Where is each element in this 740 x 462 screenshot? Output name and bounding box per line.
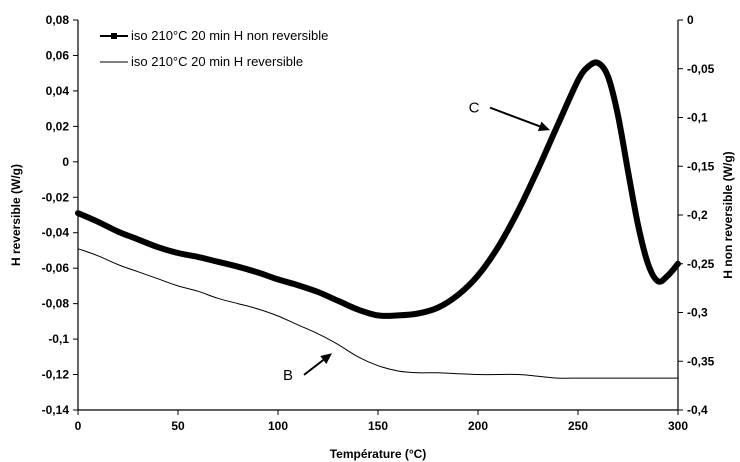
y-left-axis-label: H reversible (W/g) bbox=[9, 164, 23, 266]
y-left-tick-label: -0,14 bbox=[42, 403, 70, 417]
series-layer bbox=[75, 59, 681, 379]
x-tick-label: 200 bbox=[468, 419, 488, 433]
x-axis-label: Température (°C) bbox=[330, 447, 427, 461]
legend-label-reversible: iso 210°C 20 min H reversible bbox=[131, 54, 303, 69]
series-line-reversible bbox=[77, 248, 679, 379]
x-tick-label: 50 bbox=[171, 419, 185, 433]
y-left-tick-label: -0,04 bbox=[42, 226, 70, 240]
y-right-tick-label: -0,25 bbox=[687, 257, 715, 271]
y-right-tick-label: -0,1 bbox=[687, 111, 708, 125]
ticks: 0 50 100 150 200 250 300 0,08 0,06 0,04 0,02 0 -0,02… bbox=[42, 13, 715, 433]
series-line-non-reversible bbox=[75, 59, 681, 319]
y-right-tick-label: -0,05 bbox=[687, 62, 715, 76]
annotation-layer: BC bbox=[283, 100, 550, 384]
annotation-label-c: C bbox=[469, 100, 480, 117]
legend-label-non-reversible: iso 210°C 20 min H non reversible bbox=[131, 28, 328, 43]
y-left-tick-label: 0,04 bbox=[46, 84, 70, 98]
x-tick-label: 150 bbox=[368, 419, 388, 433]
annotation-arrowhead-b bbox=[320, 353, 332, 364]
y-right-tick-label: -0,15 bbox=[687, 159, 715, 173]
y-left-tick-label: -0,02 bbox=[42, 190, 70, 204]
x-tick-label: 0 bbox=[75, 419, 82, 433]
y-left-tick-label: 0,08 bbox=[46, 13, 70, 27]
x-tick-label: 300 bbox=[668, 419, 688, 433]
annotation-arrow-c bbox=[489, 106, 541, 128]
y-right-tick-label: -0,35 bbox=[687, 354, 715, 368]
y-right-axis-label: H non reversible (W/g) bbox=[721, 151, 735, 278]
y-right-tick-label: -0,2 bbox=[687, 208, 708, 222]
y-left-tick-label: 0,06 bbox=[46, 48, 70, 62]
legend-marker-non-reversible bbox=[111, 33, 117, 39]
y-left-tick-label: -0,1 bbox=[48, 332, 69, 346]
annotation-label-b: B bbox=[283, 367, 293, 384]
y-right-tick-label: -0,3 bbox=[687, 306, 708, 320]
y-left-tick-label: -0,08 bbox=[42, 297, 70, 311]
annotation-arrowhead-c bbox=[537, 121, 550, 131]
plot-area bbox=[77, 20, 679, 411]
y-right-tick-label: -0,4 bbox=[687, 403, 708, 417]
annotation-arrow-b bbox=[303, 359, 324, 376]
y-left-tick-label: 0 bbox=[62, 155, 69, 169]
y-left-tick-label: -0,12 bbox=[42, 368, 70, 382]
y-left-tick-label: -0,06 bbox=[42, 261, 70, 275]
y-left-tick-label: 0,02 bbox=[46, 119, 70, 133]
x-tick-label: 100 bbox=[268, 419, 288, 433]
legend-item-reversible: iso 210°C 20 min H reversible bbox=[100, 54, 303, 69]
legend-item-non-reversible: iso 210°C 20 min H non reversible bbox=[100, 28, 328, 43]
y-right-tick-label: 0 bbox=[687, 13, 694, 27]
legend: iso 210°C 20 min H non reversible iso 21… bbox=[100, 28, 328, 69]
x-tick-label: 250 bbox=[568, 419, 588, 433]
